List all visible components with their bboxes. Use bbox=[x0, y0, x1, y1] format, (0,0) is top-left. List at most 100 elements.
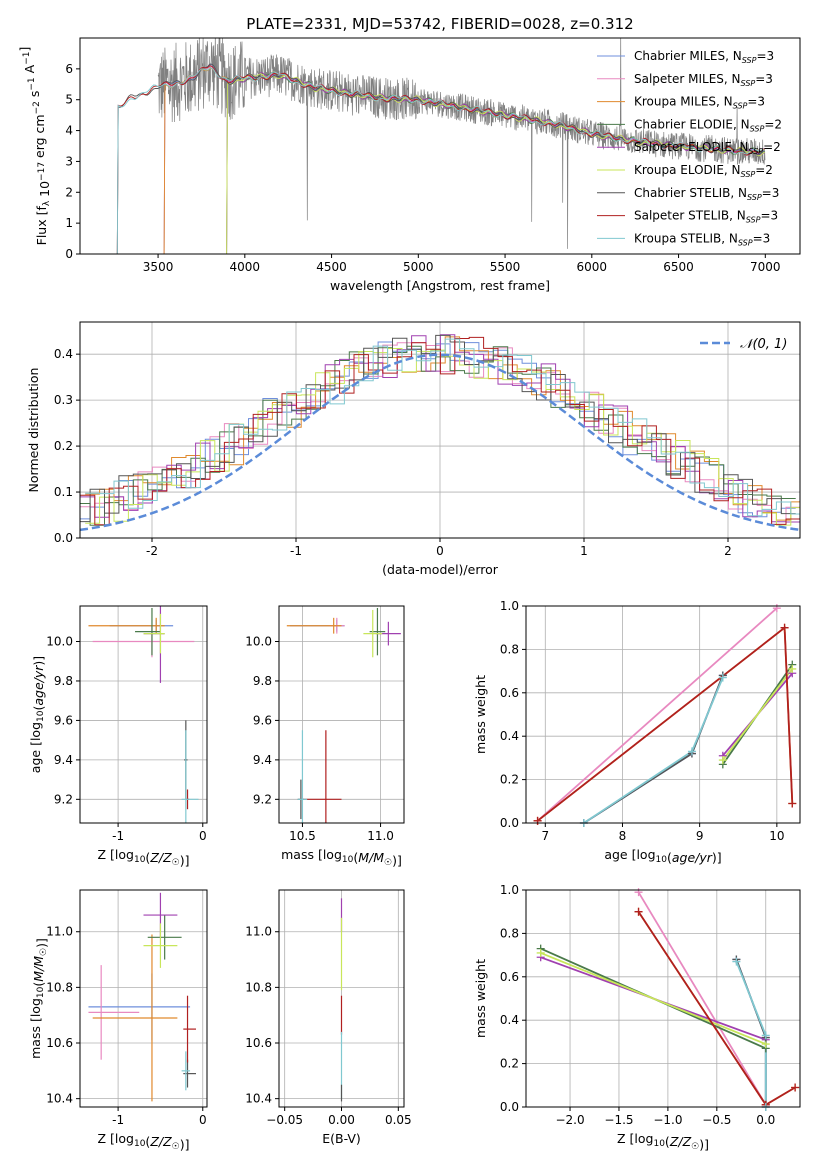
label-subscript: 10 bbox=[36, 986, 46, 998]
weight-marker bbox=[788, 664, 797, 673]
legend-label-base: Kroupa ELODIE, N bbox=[634, 163, 741, 177]
weight-line bbox=[540, 952, 767, 1045]
label-part: M/ bbox=[358, 850, 375, 865]
x-tick-label: −1.0 bbox=[653, 1113, 682, 1127]
y-tick-label: 9.6 bbox=[253, 713, 272, 727]
weight-line bbox=[537, 607, 778, 822]
label-subscript: 10 bbox=[134, 1139, 146, 1149]
label-part: wavelength [Angstrom, rest frame] bbox=[330, 278, 550, 293]
label-subscript: ☉ bbox=[384, 858, 392, 868]
legend-label-sub: SSP bbox=[746, 216, 761, 225]
y-tick-label: 0.0 bbox=[500, 1100, 519, 1114]
x-tick-label: 10 bbox=[769, 829, 784, 843]
legend-label-sub: SSP bbox=[738, 238, 753, 247]
label-part: )] bbox=[392, 853, 402, 868]
x-tick-label: -1 bbox=[112, 829, 124, 843]
label-part: ( bbox=[145, 1134, 150, 1149]
y-tick-label: 9.8 bbox=[253, 674, 272, 688]
label-part: Z [ bbox=[617, 1131, 634, 1146]
y-tick-label: 10.6 bbox=[245, 1036, 272, 1050]
legend-label-base: Salpeter MILES, N bbox=[634, 72, 741, 86]
label-part: log bbox=[28, 998, 43, 1017]
y-tick-label: 0 bbox=[65, 247, 73, 261]
label-part: 10 bbox=[37, 181, 52, 201]
histogram-chabrier-elodie bbox=[80, 345, 796, 526]
label-part: ] bbox=[17, 47, 32, 52]
histogram-salpeter-stelib bbox=[80, 336, 800, 526]
label-part: ] bbox=[717, 850, 722, 865]
label-subscript: ☉ bbox=[172, 1142, 180, 1152]
plot-frame bbox=[79, 37, 801, 255]
plot-area bbox=[88, 892, 196, 1102]
y-tick-label: 0.8 bbox=[500, 642, 519, 656]
weight-marker bbox=[780, 623, 789, 632]
x-tick-label: 6000 bbox=[577, 260, 608, 274]
histogram-chabrier-stelib bbox=[80, 334, 796, 523]
x-tick-label: 4500 bbox=[316, 260, 347, 274]
label-part: ( bbox=[667, 850, 672, 865]
y-tick-label: 0.0 bbox=[500, 816, 519, 830]
x-tick-label: -1 bbox=[290, 544, 302, 558]
legend-label-sub: SSP bbox=[742, 56, 757, 65]
label-subscript: 10 bbox=[342, 855, 354, 865]
legend-label-tail: =3 bbox=[756, 49, 774, 63]
x-axis-label: age [log10(age/yr)] bbox=[604, 847, 721, 865]
y-tick-label: 10.6 bbox=[46, 1036, 73, 1050]
weight-marker bbox=[634, 907, 643, 916]
x-tick-label: 0 bbox=[199, 1113, 207, 1127]
legend-label: Kroupa ELODIE, NSSP=2 bbox=[634, 163, 773, 179]
legend-label-base: Salpeter STELIB, N bbox=[634, 209, 746, 223]
y-tick-label: 10.8 bbox=[245, 980, 272, 994]
y-tick-label: 9.2 bbox=[253, 792, 272, 806]
plot-frame bbox=[79, 889, 208, 1108]
plot-area bbox=[88, 606, 199, 823]
legend-label-sub: SSP bbox=[748, 147, 763, 156]
x-tick-label: −0.5 bbox=[702, 1113, 731, 1127]
x-tick-label: −1.5 bbox=[604, 1113, 633, 1127]
label-part: erg cm bbox=[32, 114, 47, 162]
x-axis-label: Z [log10(Z/Z☉)] bbox=[97, 847, 189, 868]
label-part: log bbox=[115, 1131, 134, 1146]
y-tick-label: 0.4 bbox=[500, 729, 519, 743]
label-subscript: 10 bbox=[653, 1139, 665, 1149]
x-tick-label: 11.0 bbox=[367, 829, 394, 843]
legend-label-tail: =3 bbox=[760, 209, 778, 223]
legend-label: Chabrier MILES, NSSP=3 bbox=[634, 49, 774, 65]
label-part: log bbox=[115, 847, 134, 862]
label-part: age [ bbox=[604, 847, 636, 862]
legend-label-base: Chabrier MILES, N bbox=[634, 49, 742, 63]
plot-area bbox=[286, 607, 401, 823]
y-axis-label: mass weight bbox=[473, 675, 488, 754]
label-part: Z [ bbox=[97, 1131, 114, 1146]
mass-vs-metallicity-panel: -1 010.410.610.811.0Z [log10(Z/Z☉)]mass [… bbox=[28, 889, 208, 1152]
residuals-panel: -2 -1 0 1 2 0.0 0.1 0.2 0.3 0.4 (data-model)/error… bbox=[26, 321, 801, 577]
label-part: ) bbox=[31, 661, 46, 666]
histogram-kroupa-stelib bbox=[85, 338, 800, 517]
age-vs-mass-panel: 10.5 11.0 9.2 9.4 9.6 9.8 10.0 mass [log10(M/M☉… bbox=[245, 605, 405, 868]
legend-label-tail: =3 bbox=[762, 186, 780, 200]
weight-line bbox=[583, 677, 724, 823]
y-tick-label: 9.4 bbox=[54, 753, 73, 767]
label-part: Z bbox=[162, 850, 172, 865]
mass-vs-reddening-panel: −0.05 0.00 0.05 10.4 10.6 10.8 11.0 E(B-V) bbox=[245, 889, 412, 1146]
label-part: )] bbox=[180, 853, 190, 868]
label-part: M bbox=[373, 850, 384, 865]
age-vs-metallicity-panel: -1 09.29.49.69.810.0Z [log10(Z/Z☉)]age [l… bbox=[28, 605, 208, 868]
y-tick-label: 2 bbox=[65, 185, 73, 199]
x-tick-label: 6500 bbox=[663, 260, 694, 274]
x-axis-label: (data-model)/error bbox=[382, 562, 499, 577]
y-tick-label: 0.2 bbox=[500, 773, 519, 787]
x-tick-label: 2 bbox=[724, 544, 732, 558]
weight-line bbox=[583, 675, 724, 823]
label-part: )] bbox=[180, 1137, 190, 1152]
x-tick-label: 10.5 bbox=[289, 829, 316, 843]
x-tick-label: 0 bbox=[436, 544, 444, 558]
label-part: log bbox=[323, 847, 342, 862]
label-subscript: ☉ bbox=[172, 858, 180, 868]
label-part: ( bbox=[31, 982, 46, 987]
label-superscript: −1 bbox=[27, 77, 37, 90]
legend-label-sub: SSP bbox=[747, 193, 762, 202]
plot-frame bbox=[278, 605, 405, 824]
y-tick-label: 10.8 bbox=[46, 980, 73, 994]
